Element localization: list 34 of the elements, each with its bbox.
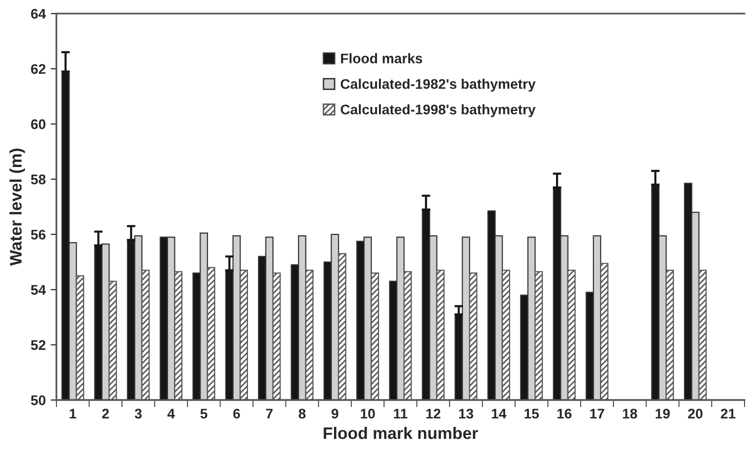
x-tick-label: 12 [426,408,440,418]
y-tick-label: 52 [30,340,46,350]
x-tick-label: 19 [656,408,670,419]
x-tick-label: 5 [200,408,208,419]
x-tick-label: 1 [70,408,76,418]
x-tick-label: 10 [360,408,375,419]
x-tick-label: 4 [167,408,175,418]
y-tick-label: 58 [30,174,46,184]
x-tick-label: 9 [332,408,338,419]
y-tick-label: 62 [31,64,46,74]
x-tick-label: 8 [298,408,306,419]
x-tick-label: 7 [266,408,273,418]
x-tick-label: 21 [720,408,736,418]
x-tick-label: 11 [394,408,408,418]
x-tick-label: 20 [688,408,702,419]
y-tick-label: 56 [30,230,46,240]
x-axis-title: Flood mark number [324,426,478,440]
x-tick-label: 16 [557,408,572,419]
y-tick-label: 50 [30,395,46,406]
y-tick-label: 60 [31,119,46,130]
legend-label: Flood marks [341,53,422,64]
legend-label: Calculated-1998's bathymetry [340,104,536,118]
x-tick-label: 15 [524,408,539,419]
x-tick-label: 18 [622,408,638,419]
x-tick-label: 2 [102,408,109,418]
y-tick-label: 64 [31,8,46,19]
y-axis-title: Water level (m) [9,148,25,266]
y-tick-label: 54 [30,285,46,295]
x-tick-label: 6 [233,408,240,419]
x-tick-label: 3 [134,408,142,419]
x-tick-label: 17 [590,408,604,418]
x-tick-label: 14 [492,408,506,418]
x-tick-label: 13 [459,408,474,419]
legend-label: Calculated-1982's bathymetry [340,78,536,92]
